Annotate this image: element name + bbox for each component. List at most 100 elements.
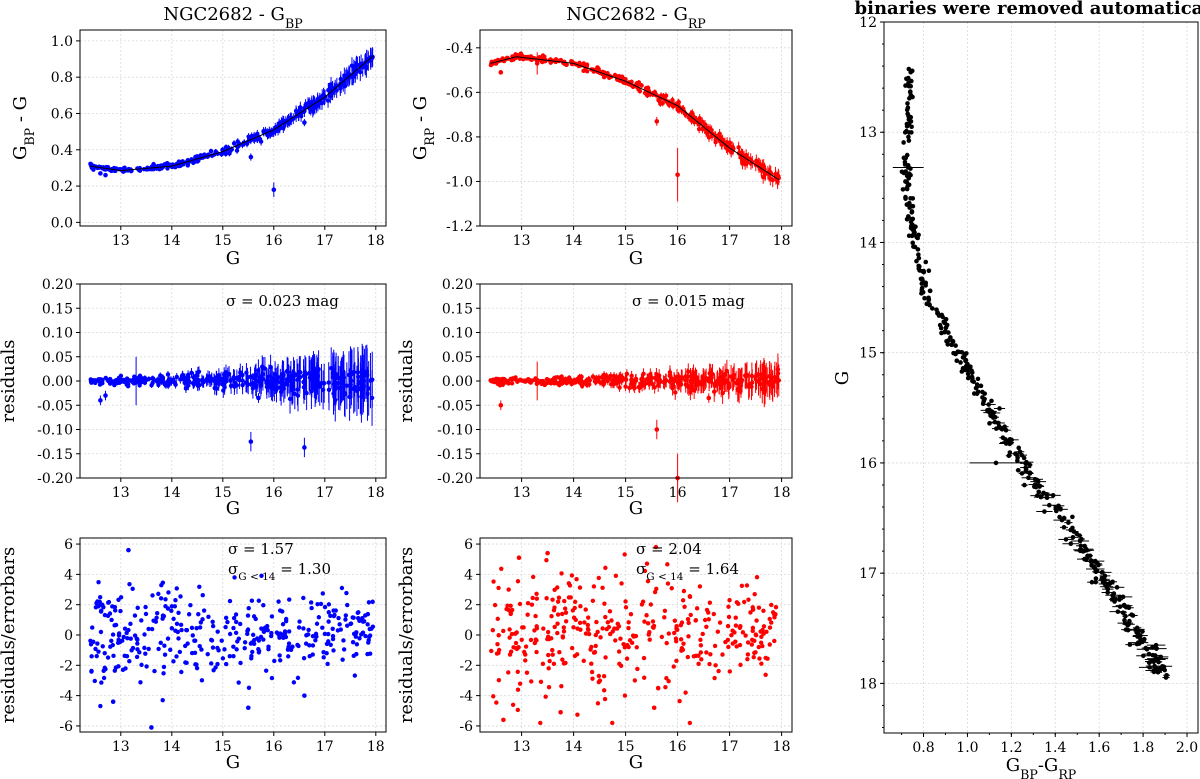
data-point (306, 627, 311, 633)
data-point (507, 627, 512, 632)
x-axis-label: G (226, 248, 240, 269)
data-point (506, 670, 511, 675)
label-part: -G (1038, 755, 1058, 776)
data-point (1023, 461, 1028, 466)
x-tick-label: 14 (565, 739, 583, 755)
x-tick-label: 15 (617, 233, 635, 249)
data-point (252, 637, 257, 643)
data-point (210, 645, 216, 650)
data-point (1120, 610, 1126, 616)
data-point (547, 380, 553, 385)
data-point (1084, 556, 1089, 561)
data-point (137, 383, 142, 388)
data-point (326, 610, 331, 615)
data-point (293, 108, 299, 114)
data-point (102, 650, 107, 656)
data-point (328, 642, 333, 647)
data-point (919, 291, 924, 296)
data-point (213, 665, 218, 670)
data-point (590, 676, 595, 681)
data-point (232, 380, 237, 385)
data-point (1023, 465, 1028, 470)
data-point (258, 139, 264, 144)
data-point (266, 644, 271, 649)
data-point (110, 632, 116, 637)
data-point (197, 643, 202, 649)
data-point (99, 680, 104, 685)
data-point (760, 643, 765, 649)
data-point (225, 619, 230, 625)
label-part: NGC2682 - G (163, 4, 285, 25)
data-point (683, 374, 688, 379)
data-point (639, 602, 645, 607)
data-point (968, 364, 973, 369)
plot-area (489, 544, 779, 726)
data-point (355, 610, 360, 616)
y-axis-label: residuals/errorbars (396, 547, 417, 724)
x-tick-label: 18 (367, 485, 385, 501)
annotation-part: σ (636, 560, 646, 578)
data-point (633, 376, 639, 382)
data-point (655, 685, 661, 691)
data-point (752, 591, 757, 597)
chart-title: NGC2682 - GBP (163, 4, 303, 31)
data-point (249, 133, 254, 139)
data-point (608, 631, 613, 637)
data-point (173, 598, 178, 603)
data-point (689, 384, 695, 389)
data-point (91, 167, 96, 172)
data-point (674, 624, 679, 629)
data-point (220, 656, 226, 661)
data-point (346, 71, 352, 77)
data-point (549, 613, 554, 619)
data-point (529, 679, 534, 684)
data-point (263, 668, 269, 673)
data-point (326, 602, 332, 607)
data-point (761, 624, 767, 629)
data-point (550, 647, 555, 653)
data-point (628, 612, 634, 617)
data-point (645, 93, 650, 98)
data-point (741, 158, 747, 163)
data-point (357, 618, 362, 624)
data-point (582, 620, 587, 625)
panel-cmd: 0.8 1.0 1.2 1.4 1.6 1.8 2.0 12 13 14 15 16 17 18 (859, 15, 1199, 756)
data-point (331, 648, 336, 653)
data-point (581, 68, 586, 74)
data-point (691, 388, 697, 393)
data-point (342, 390, 347, 396)
sigma-bright-annotation: σG < 14 = 1.64 (636, 560, 739, 583)
data-point (165, 636, 171, 641)
data-point (133, 378, 139, 384)
data-point (635, 666, 640, 672)
data-point (546, 666, 551, 671)
data-point (169, 604, 175, 609)
data-point (215, 645, 220, 651)
data-point (593, 379, 598, 384)
data-point (89, 668, 94, 674)
data-point (508, 649, 514, 654)
data-point (176, 636, 181, 641)
data-point (1155, 656, 1160, 661)
data-point (171, 659, 176, 664)
data-point (277, 635, 282, 640)
data-point (1066, 520, 1071, 525)
fit-curve (490, 56, 780, 181)
data-point (696, 379, 702, 385)
data-point (725, 623, 731, 629)
data-point (139, 662, 144, 668)
data-point (111, 166, 116, 172)
data-point (726, 614, 732, 620)
data-point (648, 372, 653, 377)
data-point (185, 379, 191, 385)
data-point (964, 363, 970, 368)
data-point (89, 654, 94, 659)
data-point (193, 373, 199, 379)
data-point (352, 384, 358, 390)
data-point (1004, 439, 1010, 445)
data-point (691, 654, 697, 659)
data-point (246, 685, 252, 690)
data-point (180, 373, 185, 378)
data-point (326, 631, 331, 637)
data-point (271, 187, 277, 193)
